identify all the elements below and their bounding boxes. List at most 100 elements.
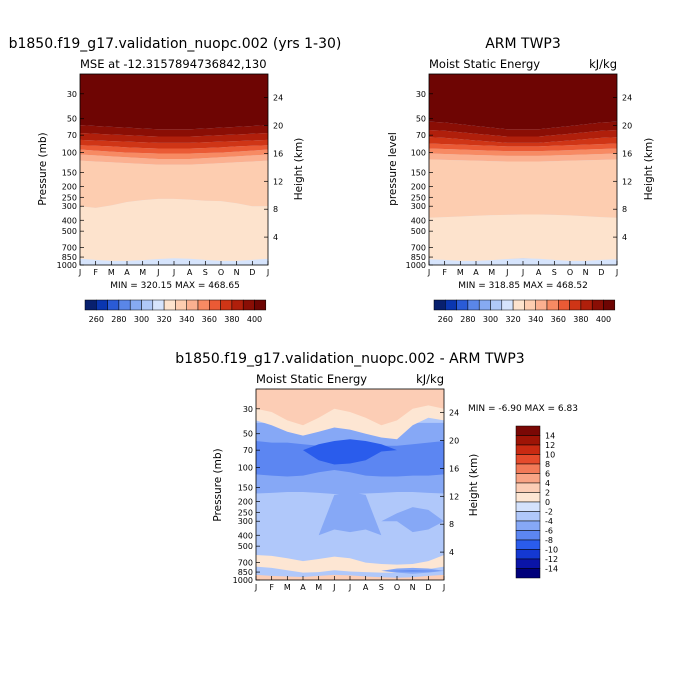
panel-model-labelbar-box: [197, 299, 210, 311]
panel-model-labelbar-box: [186, 299, 199, 311]
panel-obs-xtick-label: N: [583, 268, 589, 277]
panel-obs-ytick-label: 30: [416, 90, 426, 99]
panel-diff-htick-label: 16: [449, 464, 459, 473]
panel-obs-labelbar-box: [490, 299, 503, 311]
panel-diff-htick-label: 24: [449, 409, 459, 418]
panel-obs-ytick-label: 250: [411, 193, 426, 202]
panel-diff-labelbar-box: [515, 501, 541, 512]
panel-diff-region-7: [256, 389, 444, 426]
panel-diff-labelbar-label: -4: [545, 517, 553, 526]
panel-diff-labelbar-label: 0: [545, 498, 550, 507]
panel-obs-ylabel-right: Height (km): [643, 138, 655, 201]
panel-diff-subtitle: Moist Static Energy: [256, 372, 367, 386]
panel-model-htick-label: 20: [273, 122, 283, 131]
panel-diff-labelbar-label: -6: [545, 527, 553, 536]
panel-model-region-4: [80, 149, 268, 159]
panel-diff-xtick-label: A: [363, 583, 369, 592]
panel-obs-ytick-label: 200: [411, 182, 426, 191]
panel-obs-ytick-label: 100: [411, 149, 426, 158]
panel-diff-labelbar-box: [515, 549, 541, 560]
panel-diff-xtick-label: O: [394, 583, 400, 592]
panel-model-ytick-label: 1000: [57, 261, 77, 270]
panel-model-xtick-label: J: [266, 268, 269, 277]
panel-obs-plot: [429, 74, 617, 265]
panel-diff-labelbar-box: [515, 511, 541, 522]
panel-diff-ytick-label: 200: [238, 497, 253, 506]
panel-diff-htick-label: 4: [449, 548, 454, 557]
panel-diff-labelbar-label: 8: [545, 460, 550, 469]
panel-diff-labelbar-box: [515, 444, 541, 455]
panel-obs-ytick-label: 500: [411, 227, 426, 236]
panel-diff-labelbar-label: 2: [545, 489, 550, 498]
panel-model-labelbar: 260 280 300 320 340 360 380 400: [84, 299, 267, 324]
panel-obs-xtick-label: M: [488, 268, 495, 277]
panel-obs-region-2: [429, 214, 617, 261]
panel-obs-labelbar-box: [456, 299, 469, 311]
panel-obs-ytick-label: 50: [416, 115, 426, 124]
panel-obs-ytick-label: 1000: [406, 261, 426, 270]
panel-model-ytick-label: 30: [67, 90, 77, 99]
panel-diff-labelbar-box: [515, 530, 541, 541]
panel-model-labelbar-box: [242, 299, 255, 311]
panel-obs-labelbar-box: [501, 299, 514, 311]
panel-obs-xtick-label: J: [615, 268, 618, 277]
panel-model-labelbar-box: [84, 299, 97, 311]
panel-model-labelbar-box: [152, 299, 165, 311]
panel-model-labelbar-label: 400: [247, 315, 262, 324]
panel-obs-labelbar-box: [591, 299, 604, 311]
panel-diff-labelbar-box: [515, 435, 541, 446]
panel-obs-labelbar-label: 380: [573, 315, 588, 324]
panel-diff-labelbar-label: 4: [545, 479, 550, 488]
panel-model-axes: J F M A M J J A S O N D J305070100150200250300400500…: [57, 90, 284, 277]
panel-model-region-2: [80, 160, 268, 208]
panel-obs-xtick-label: O: [567, 268, 573, 277]
panel-obs-labelbar-box: [535, 299, 548, 311]
panel-diff-region-8: [256, 555, 444, 573]
panel-diff-ylabel-right: Height (km): [468, 454, 480, 517]
panel-model-labelbar-box: [129, 299, 142, 311]
panel-diff-ytick-label: 70: [243, 446, 253, 455]
panel-diff-xtick-label: J: [254, 583, 257, 592]
panel-obs-labelbar-label: 280: [460, 315, 475, 324]
panel-diff-xtick-label: M: [315, 583, 322, 592]
panel-obs-ytick-label: 700: [411, 244, 426, 253]
panel-model-xtick-label: F: [93, 268, 98, 277]
panel-obs-labelbar-box: [512, 299, 525, 311]
panel-diff-labelbar-box: [515, 482, 541, 493]
panel-diff-xtick-label: S: [379, 583, 384, 592]
panel-model-labelbar-box: [220, 299, 233, 311]
panel-diff-ytick-label: 400: [238, 531, 253, 540]
panel-diff-xtick-label: M: [284, 583, 291, 592]
panel-model-plot: [80, 74, 268, 265]
panel-obs-ytick-label: 150: [411, 168, 426, 177]
panel-model-ytick-label: 70: [67, 131, 77, 140]
panel-model-labelbar-box: [175, 299, 187, 311]
panel-diff-ytick-label: 500: [238, 542, 253, 551]
panel-model-region-9: [80, 74, 268, 130]
panel-model-xtick-label: D: [249, 268, 255, 277]
panel-obs-htick-label: 20: [622, 122, 632, 131]
panel-diff-labelbar-box: [515, 454, 541, 465]
panel-model-ytick-label: 700: [62, 244, 77, 253]
panel-obs-xtick-label: M: [457, 268, 464, 277]
panel-model-xtick-label: J: [156, 268, 159, 277]
panel-diff-labelbar-label: -10: [545, 546, 558, 555]
panel-obs-ytick-label: 300: [411, 202, 426, 211]
panel-diff-units: kJ/kg: [416, 372, 444, 386]
panel-model-labelbar-box: [254, 299, 267, 311]
panel-model-ytick-label: 300: [62, 202, 77, 211]
panel-obs-labelbar-box: [524, 299, 536, 311]
panel-diff-labelbar-label: -12: [545, 555, 558, 564]
panel-diff-ytick-label: 30: [243, 405, 253, 414]
panel-obs-labelbar-label: 400: [596, 315, 611, 324]
panel-model-minmax: MIN = 320.15 MAX = 468.65: [110, 281, 240, 291]
panel-model-ytick-label: 400: [62, 216, 77, 225]
panel-model-labelbar-box: [107, 299, 120, 311]
panel-obs-labelbar-label: 360: [551, 315, 566, 324]
panel-model-labelbar-box: [141, 299, 154, 311]
panel-diff-labelbar-label: -8: [545, 536, 553, 545]
panel-diff-xtick-label: J: [332, 583, 335, 592]
panel-model: b1850.f19_g17.validation_nuopc.002 (yrs …: [9, 36, 342, 324]
panel-model-labelbar-box: [209, 299, 221, 311]
